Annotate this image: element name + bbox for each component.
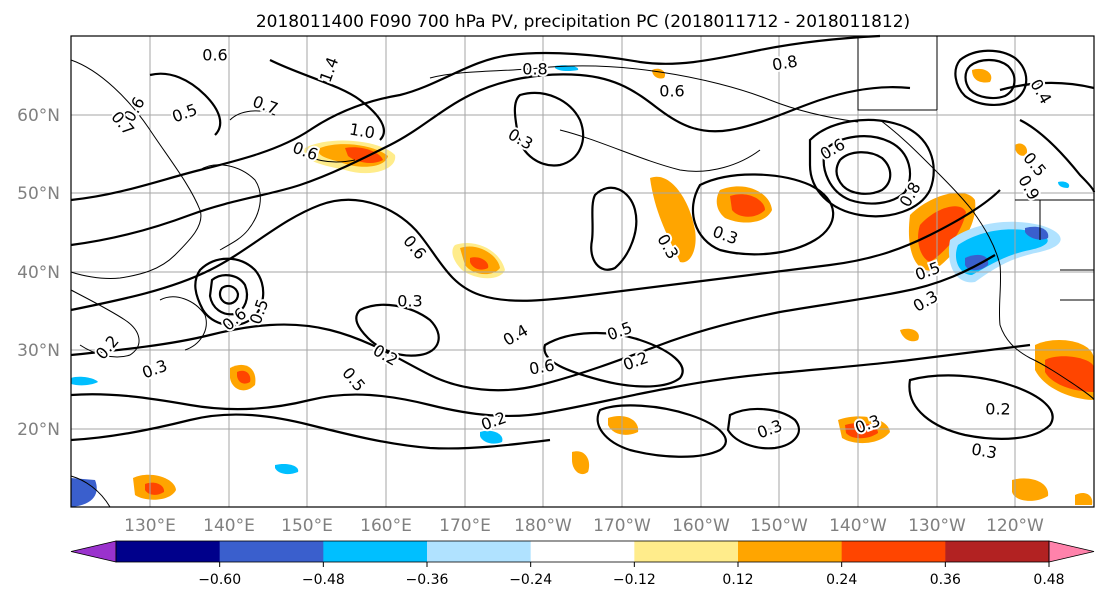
colorbar-frame: [115, 540, 1050, 563]
lon-label: 130°E: [124, 516, 176, 536]
precip-positive: [133, 68, 1094, 505]
contour-label: 0.3: [397, 292, 422, 311]
lon-label: 170°E: [439, 516, 491, 536]
lat-label: 20°N: [17, 420, 60, 440]
lat-label: 30°N: [17, 341, 60, 361]
colorbar-extend-low: [70, 540, 117, 563]
pv-contours: [70, 34, 1096, 458]
colorbar-tick-label: −0.60: [198, 572, 241, 588]
lon-label: 160°W: [672, 516, 730, 536]
contour-labels: 0.60.6 0.70.50.71.40.61.00.80.60.30.80.40…: [90, 44, 1058, 465]
colorbar-tick-label: −0.24: [509, 572, 552, 588]
colorbar-bin: [219, 541, 324, 562]
colorbar-bin: [634, 541, 739, 562]
lat-label: 50°N: [17, 184, 60, 204]
lon-label: 180°W: [514, 516, 572, 536]
colorbar-bin: [427, 541, 532, 562]
figure-title: 2018011400 F090 700 hPa PV, precipitatio…: [256, 12, 910, 32]
lon-label: 150°E: [281, 516, 333, 536]
lon-label: 140°W: [829, 516, 887, 536]
colorbar: −0.60 −0.48 −0.36 −0.24 −0.12 0.12 0.24 0.36 0.4…: [70, 540, 1095, 588]
colorbar-tick-label: 0.24: [826, 572, 857, 588]
lon-label: 130°W: [908, 516, 966, 536]
contour-label: 0.8: [522, 60, 547, 79]
colorbar-tick-label: 0.12: [722, 572, 753, 588]
colorbar-bin: [841, 541, 946, 562]
longitude-labels: 130°E 140°E 150°E 160°E 170°E 180°W 170°…: [124, 516, 1044, 536]
lon-label: 160°E: [360, 516, 412, 536]
contour-label: 0.6: [659, 82, 684, 101]
lon-label: 150°W: [750, 516, 808, 536]
colorbar-bin: [323, 541, 428, 562]
colorbar-bin: [116, 541, 221, 562]
contour-label: 0.2: [985, 400, 1010, 419]
lon-label: 170°W: [593, 516, 651, 536]
colorbar-bin: [945, 541, 1050, 562]
contour-label: 0.6: [202, 46, 227, 65]
lat-label: 40°N: [17, 263, 60, 283]
colorbar-tick-label: 0.36: [930, 572, 961, 588]
colorbar-tick-label: −0.48: [302, 572, 345, 588]
colorbar-bin: [530, 541, 635, 562]
lon-label: 140°E: [203, 516, 255, 536]
colorbar-extend-high: [1048, 540, 1095, 563]
latitude-labels: 60°N 50°N 40°N 30°N 20°N: [17, 106, 60, 440]
colorbar-bin: [738, 541, 843, 562]
coastlines: [70, 36, 1095, 508]
lon-label: 120°W: [986, 516, 1044, 536]
colorbar-tick-label: 0.48: [1033, 572, 1064, 588]
lat-label: 60°N: [17, 106, 60, 126]
colorbar-tick-label: −0.36: [406, 572, 449, 588]
colorbar-tick-label: −0.12: [613, 572, 656, 588]
contour-label: 1.0: [348, 119, 376, 142]
map-frame: [70, 35, 1095, 508]
